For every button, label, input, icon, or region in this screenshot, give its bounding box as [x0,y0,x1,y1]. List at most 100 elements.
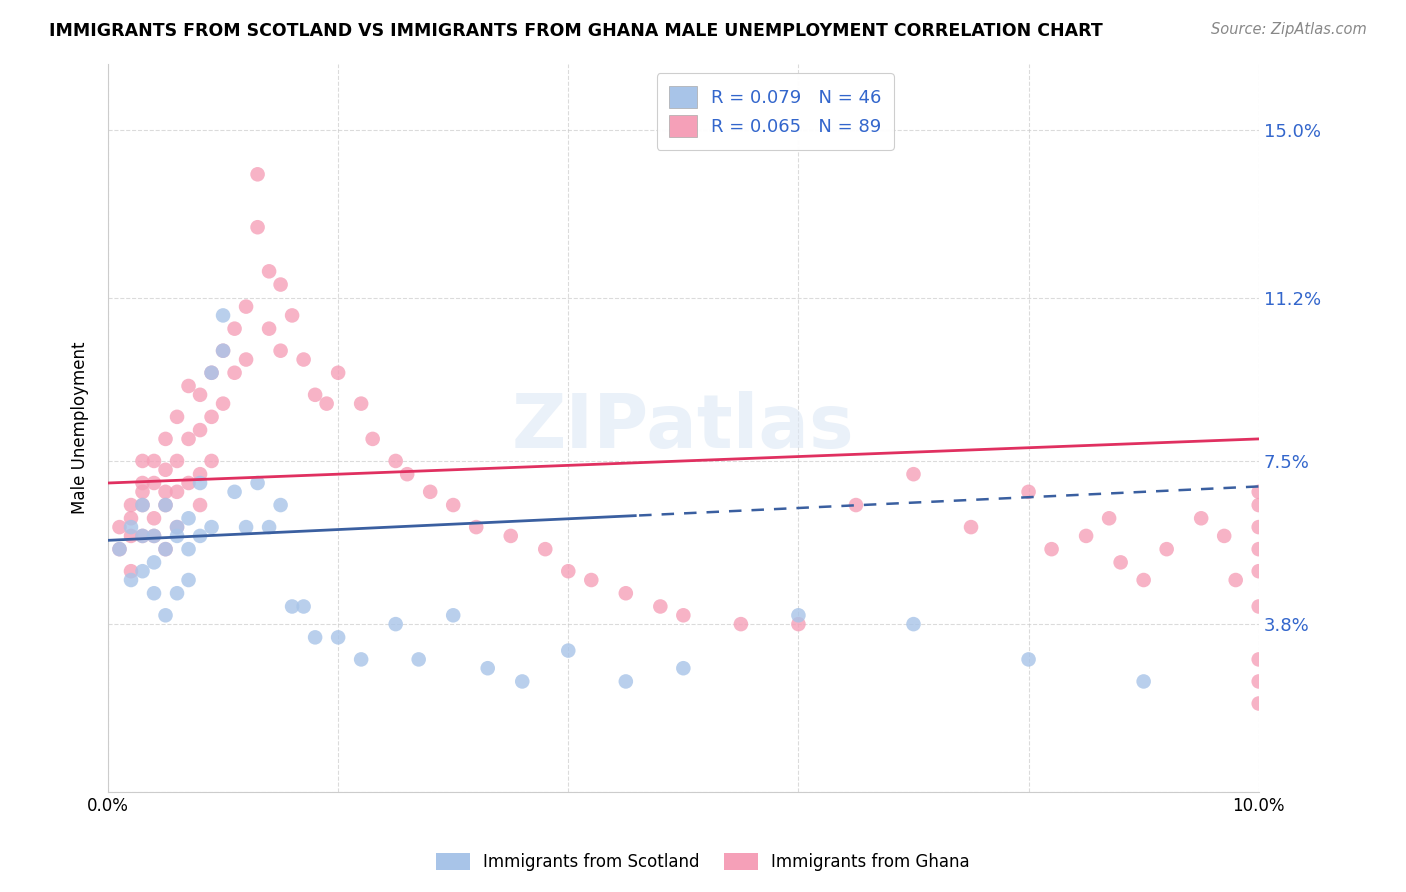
Point [326,366,349,380]
Point [304,631,326,645]
Point [131,529,153,543]
Point [1247,697,1270,711]
Point [131,529,153,543]
Point [465,520,488,534]
Point [903,467,925,482]
Point [155,463,177,477]
Point [155,432,177,446]
Point [1247,652,1270,666]
Point [224,321,246,335]
Point [143,511,166,525]
Point [292,352,315,367]
Point [1098,511,1121,525]
Point [419,484,441,499]
Point [1247,520,1270,534]
Point [188,475,211,490]
Point [1040,542,1063,557]
Point [1109,555,1132,569]
Point [557,643,579,657]
Point [235,352,257,367]
Point [1018,484,1040,499]
Point [108,520,131,534]
Point [1132,573,1154,587]
Point [396,467,419,482]
Point [581,573,603,587]
Point [408,652,430,666]
Point [441,608,464,623]
Point [246,220,269,235]
Text: Source: ZipAtlas.com: Source: ZipAtlas.com [1211,22,1367,37]
Point [166,409,188,424]
Point [1074,529,1097,543]
Point [235,520,257,534]
Point [510,674,533,689]
Point [200,409,222,424]
Point [188,467,211,482]
Point [143,475,166,490]
Point [143,454,166,468]
Point [200,520,222,534]
Point [960,520,983,534]
Point [326,631,349,645]
Point [120,520,142,534]
Point [131,498,153,512]
Point [257,321,280,335]
Point [131,475,153,490]
Point [120,498,142,512]
Point [212,396,235,410]
Point [200,366,222,380]
Point [304,388,326,402]
Point [155,484,177,499]
Point [477,661,499,675]
Point [270,277,292,292]
Point [177,432,200,446]
Point [200,454,222,468]
Point [1225,573,1247,587]
Point [120,529,142,543]
Text: IMMIGRANTS FROM SCOTLAND VS IMMIGRANTS FROM GHANA MALE UNEMPLOYMENT CORRELATION : IMMIGRANTS FROM SCOTLAND VS IMMIGRANTS F… [49,22,1102,40]
Point [108,542,131,557]
Point [177,475,200,490]
Text: ZIPatlas: ZIPatlas [512,392,855,465]
Point [212,343,235,358]
Point [177,573,200,587]
Point [155,498,177,512]
Point [1247,564,1270,578]
Legend: R = 0.079   N = 46, R = 0.065   N = 89: R = 0.079 N = 46, R = 0.065 N = 89 [657,73,894,150]
Point [235,300,257,314]
Point [845,498,868,512]
Point [177,379,200,393]
Legend: Immigrants from Scotland, Immigrants from Ghana: Immigrants from Scotland, Immigrants fro… [427,845,979,880]
Point [1247,484,1270,499]
Point [384,454,406,468]
Point [131,484,153,499]
Point [131,454,153,468]
Point [120,573,142,587]
Point [1247,542,1270,557]
Point [730,617,752,632]
Point [155,498,177,512]
Point [614,674,637,689]
Point [292,599,315,614]
Point [384,617,406,632]
Point [614,586,637,600]
Point [188,498,211,512]
Point [155,542,177,557]
Point [1247,599,1270,614]
Point [166,529,188,543]
Y-axis label: Male Unemployment: Male Unemployment [72,342,89,514]
Point [177,511,200,525]
Point [257,264,280,278]
Point [166,520,188,534]
Point [143,529,166,543]
Point [534,542,557,557]
Point [441,498,464,512]
Point [1247,498,1270,512]
Point [120,564,142,578]
Point [108,542,131,557]
Point [166,586,188,600]
Point [557,564,579,578]
Point [224,484,246,499]
Point [499,529,522,543]
Point [224,366,246,380]
